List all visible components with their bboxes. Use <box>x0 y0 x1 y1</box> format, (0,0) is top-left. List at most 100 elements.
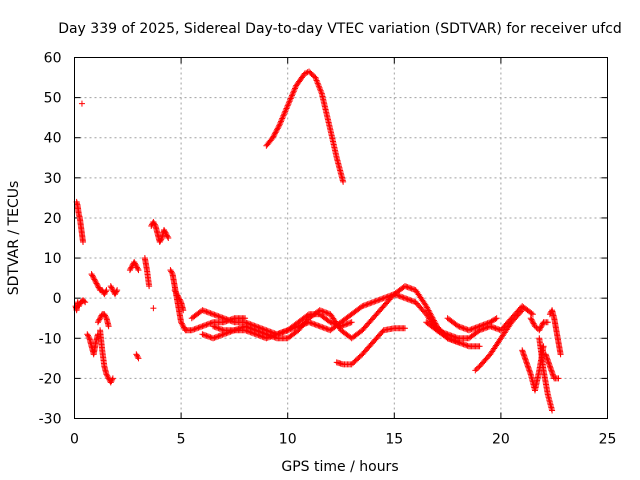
data-point <box>468 326 475 333</box>
data-point <box>284 102 291 109</box>
data-point <box>288 325 295 332</box>
data-point <box>340 178 347 185</box>
x-tick-label: 20 <box>492 432 510 448</box>
data-point <box>214 312 221 319</box>
data-point <box>312 74 319 81</box>
data-point <box>94 283 101 290</box>
data-point <box>401 325 408 332</box>
data-point <box>102 289 109 296</box>
data-point <box>168 269 175 276</box>
data-point <box>529 319 536 326</box>
data-point <box>544 319 551 326</box>
data-point <box>479 322 486 329</box>
data-point <box>242 323 249 330</box>
data-point <box>134 265 141 272</box>
data-point <box>97 315 104 322</box>
data-point <box>162 229 169 236</box>
data-point <box>108 284 115 291</box>
data-point <box>405 284 412 291</box>
plot-frame <box>74 57 608 419</box>
data-point <box>288 94 295 101</box>
data-point <box>90 275 97 282</box>
data-point <box>310 320 317 327</box>
data-point <box>109 375 116 382</box>
data-point <box>134 353 141 360</box>
data-point <box>150 218 157 225</box>
data-point <box>231 327 238 334</box>
data-point <box>435 327 442 334</box>
data-point <box>158 236 165 243</box>
data-point <box>216 313 223 320</box>
data-point <box>484 320 491 327</box>
data-point <box>477 322 484 329</box>
data-point <box>397 293 404 300</box>
data-point <box>89 272 96 279</box>
data-point <box>456 323 463 330</box>
data-point <box>260 330 267 337</box>
data-point <box>399 294 406 301</box>
data-point <box>408 285 415 292</box>
data-point <box>102 313 109 320</box>
data-point <box>96 316 103 323</box>
data-point <box>214 333 221 340</box>
data-point <box>210 311 217 318</box>
data-point <box>472 367 479 374</box>
data-point <box>199 331 206 338</box>
data-point <box>493 315 500 322</box>
data-point <box>461 341 468 348</box>
data-point <box>207 310 214 317</box>
data-point <box>301 70 308 77</box>
data-point <box>175 293 182 300</box>
data-point <box>492 316 499 323</box>
data-point <box>408 297 415 304</box>
data-point <box>290 88 297 95</box>
data-point <box>343 321 350 328</box>
data-point <box>286 98 293 105</box>
y-tick-label: -20 <box>39 371 62 387</box>
data-point <box>280 112 287 119</box>
data-point <box>150 305 157 312</box>
data-point <box>262 330 269 337</box>
data-point <box>202 332 209 339</box>
data-point <box>190 326 197 333</box>
data-point <box>480 321 487 328</box>
data-point <box>439 329 446 336</box>
data-point <box>282 108 289 115</box>
data-point <box>234 326 241 333</box>
data-point <box>281 111 288 118</box>
data-point <box>363 301 370 308</box>
data-point <box>282 106 289 113</box>
data-point <box>199 307 206 314</box>
data-point <box>85 333 92 340</box>
data-point <box>519 307 526 314</box>
data-point <box>157 237 164 244</box>
data-point <box>400 294 407 301</box>
data-point <box>211 323 218 330</box>
data-point <box>323 309 330 316</box>
data-point <box>228 318 235 325</box>
data-point <box>443 330 450 337</box>
data-point <box>528 310 535 317</box>
data-point <box>108 378 115 385</box>
data-point <box>536 327 543 334</box>
data-point <box>203 321 210 328</box>
data-point <box>290 325 297 332</box>
data-point <box>491 324 498 331</box>
data-point <box>472 324 479 331</box>
data-point <box>312 76 319 83</box>
data-point <box>311 321 318 328</box>
data-point <box>133 263 140 270</box>
data-point <box>270 133 277 140</box>
data-point <box>103 287 110 294</box>
data-point <box>239 324 246 331</box>
data-point <box>316 323 323 330</box>
data-point <box>214 324 221 331</box>
data-point <box>238 324 245 331</box>
data-point <box>492 325 499 332</box>
data-point <box>200 331 207 338</box>
data-point <box>227 317 234 324</box>
data-point <box>167 267 174 274</box>
data-point <box>314 322 321 329</box>
data-point <box>101 311 108 318</box>
data-point <box>518 308 525 315</box>
